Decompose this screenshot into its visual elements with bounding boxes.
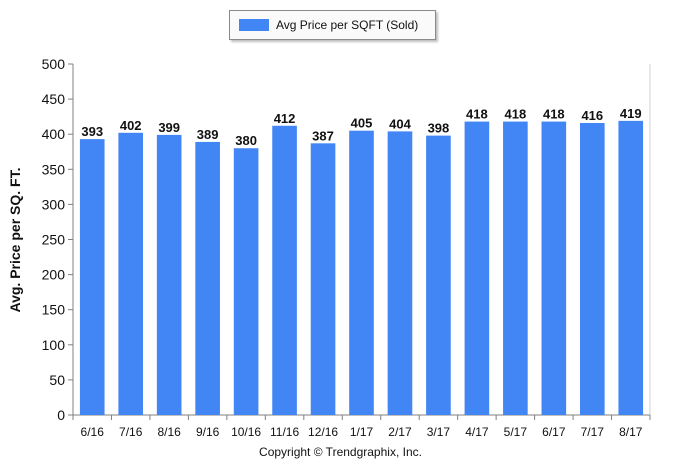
x-tick-label: 1/17 bbox=[350, 425, 374, 439]
data-label: 405 bbox=[351, 116, 373, 131]
y-tick-label: 400 bbox=[42, 126, 66, 142]
data-label: 399 bbox=[158, 120, 180, 135]
x-tick-label: 3/17 bbox=[427, 425, 451, 439]
data-label: 393 bbox=[81, 124, 103, 139]
bar-6-17 bbox=[541, 121, 567, 416]
y-tick-label: 0 bbox=[57, 407, 65, 423]
bar-8-17 bbox=[618, 120, 644, 415]
bar-10-16 bbox=[233, 148, 259, 416]
x-tick-label: 11/16 bbox=[270, 425, 299, 439]
bar-5-17 bbox=[503, 121, 528, 416]
bar-7-17 bbox=[579, 122, 605, 415]
bar-3-17 bbox=[426, 135, 451, 415]
data-label: 402 bbox=[120, 118, 142, 133]
y-tick-label: 300 bbox=[42, 196, 66, 212]
y-tick-label: 500 bbox=[42, 56, 66, 72]
data-label: 387 bbox=[312, 128, 334, 143]
legend: Avg Price per SQFT (Sold) bbox=[229, 10, 436, 40]
x-tick-label: 6/16 bbox=[81, 425, 105, 439]
y-axis: 0 50 100 150 200 250 300 350 400 450 500 bbox=[42, 56, 74, 423]
y-tick-label: 200 bbox=[42, 267, 66, 283]
y-tick-label: 350 bbox=[42, 161, 66, 177]
data-label: 398 bbox=[428, 121, 450, 136]
bar-1-17 bbox=[349, 130, 374, 415]
x-tick-label: 7/17 bbox=[581, 425, 605, 439]
x-tick-label: 8/17 bbox=[619, 425, 643, 439]
x-tick-label: 5/17 bbox=[504, 425, 528, 439]
x-tick-label: 6/17 bbox=[542, 425, 566, 439]
bar-11-16 bbox=[272, 125, 297, 415]
y-tick-label: 50 bbox=[49, 372, 65, 388]
x-tick-label: 7/16 bbox=[119, 425, 143, 439]
bars bbox=[79, 120, 644, 416]
y-tick-label: 150 bbox=[42, 302, 66, 318]
bar-7-16 bbox=[118, 132, 144, 415]
bar-6-16 bbox=[79, 139, 105, 415]
bar-2-17 bbox=[387, 131, 413, 415]
legend-label: Avg Price per SQFT (Sold) bbox=[276, 18, 419, 32]
legend-swatch bbox=[239, 19, 269, 31]
data-label: 380 bbox=[235, 133, 257, 148]
y-tick-label: 250 bbox=[42, 232, 66, 248]
data-label: 418 bbox=[505, 107, 527, 122]
x-tick-label: 12/16 bbox=[308, 425, 338, 439]
bar-12-16 bbox=[310, 143, 336, 416]
x-tick-label: 9/16 bbox=[196, 425, 220, 439]
data-label: 389 bbox=[197, 127, 219, 142]
data-label: 404 bbox=[389, 116, 411, 131]
bar-9-16 bbox=[195, 141, 220, 415]
data-label: 418 bbox=[466, 107, 488, 122]
x-tick-label: 2/17 bbox=[388, 425, 412, 439]
x-tick-label: 10/16 bbox=[231, 425, 261, 439]
bar-4-17 bbox=[464, 121, 490, 416]
copyright-text: Copyright © Trendgraphix, Inc. bbox=[259, 445, 422, 459]
y-tick-label: 450 bbox=[42, 91, 66, 107]
data-label: 418 bbox=[543, 107, 565, 122]
x-axis: 6/16 7/16 8/16 9/16 10/16 11/16 12/16 1/17 2/17 3… bbox=[72, 414, 651, 439]
data-label: 412 bbox=[274, 111, 296, 126]
data-label: 419 bbox=[620, 106, 642, 121]
data-labels: 393 402 399 389 380 412 387 405 404 398 418 418 418 4… bbox=[81, 106, 641, 148]
data-label: 416 bbox=[581, 108, 603, 123]
y-axis-title: Avg. Price per SQ. FT. bbox=[7, 167, 23, 313]
bar-8-16 bbox=[156, 134, 182, 416]
y-tick-label: 100 bbox=[42, 337, 66, 353]
x-tick-label: 8/16 bbox=[157, 425, 181, 439]
x-tick-label: 4/17 bbox=[465, 425, 489, 439]
